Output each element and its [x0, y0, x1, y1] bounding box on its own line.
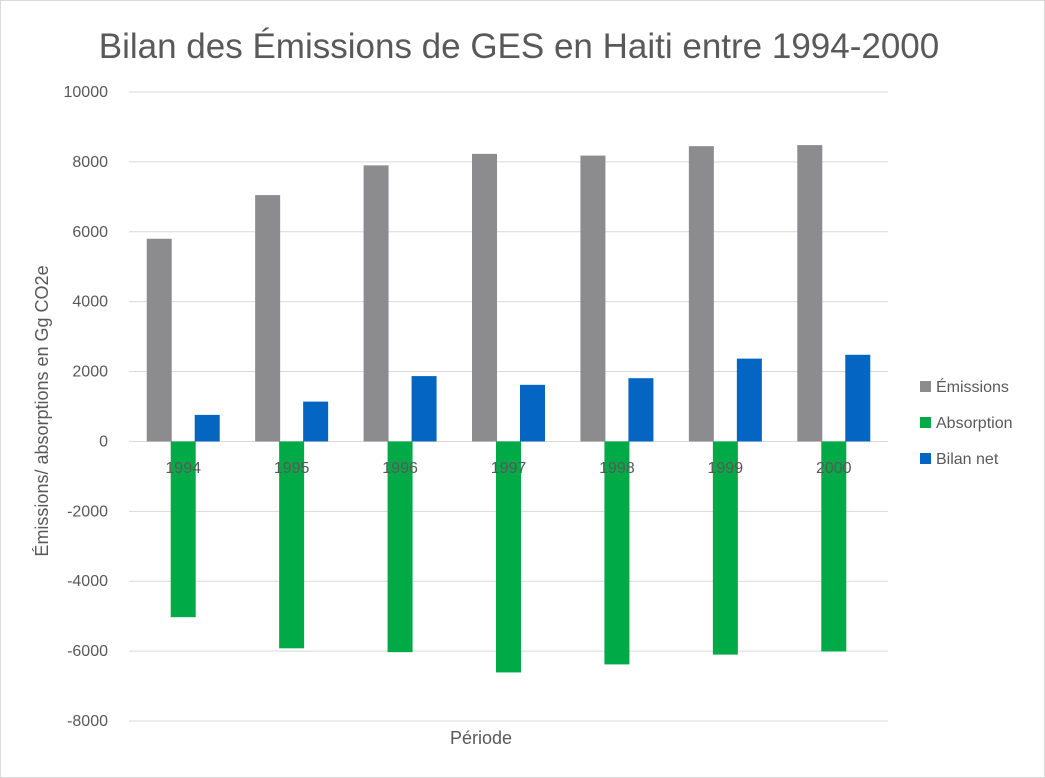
legend-label: Bilan net [936, 451, 999, 468]
legend-label: Absorption [936, 415, 1013, 432]
x-tick-label: 1994 [165, 460, 201, 477]
bar--missions-1996 [363, 165, 389, 442]
x-tick-label: 1995 [274, 460, 310, 477]
x-tick-label: 1996 [382, 460, 418, 477]
bar-absorption-1999 [712, 441, 738, 655]
x-tick-label: 1998 [599, 460, 635, 477]
bar--missions-1994 [146, 238, 172, 442]
legend: Émissions Absorption Bilan net [920, 377, 1013, 468]
bar-bilan-net-1996 [411, 376, 437, 442]
bar--missions-1997 [472, 153, 497, 442]
y-tick-label: 2000 [72, 364, 108, 381]
y-tick-label: 4000 [72, 294, 108, 311]
x-tick-label: 1997 [491, 460, 527, 477]
bars [146, 145, 871, 673]
bar-bilan-net-2000 [845, 354, 871, 442]
chart-title: Bilan des Émissions de GES en Haiti entr… [99, 27, 939, 66]
legend-swatch [920, 453, 931, 464]
bar--missions-1999 [688, 146, 714, 442]
y-tick-label: 6000 [72, 224, 108, 241]
y-tick-label: 0 [99, 433, 108, 450]
x-axis-ticks: 1994 1995 1996 1997 1998 1999 2000 [165, 460, 851, 477]
y-tick-label: -8000 [67, 713, 108, 730]
bar-bilan-net-1994 [194, 414, 220, 442]
x-axis-label: Période [450, 728, 512, 748]
bar-absorption-1996 [387, 441, 413, 653]
legend-swatch [920, 417, 931, 428]
bar-bilan-net-1999 [736, 358, 762, 442]
bar--missions-1995 [255, 195, 281, 442]
bar-bilan-net-1995 [303, 401, 329, 442]
bar--missions-2000 [797, 145, 823, 442]
y-axis-label: Émissions/ absorptions en Gg CO2e [32, 265, 52, 556]
x-tick-label: 2000 [816, 460, 852, 477]
y-axis-ticks: 10000 8000 6000 4000 2000 0 -2000 -4000 -6000 -80… [64, 84, 109, 730]
legend-swatch [920, 381, 931, 392]
bar-bilan-net-1998 [628, 378, 654, 442]
y-tick-label: 8000 [72, 154, 108, 171]
bar-absorption-1995 [279, 441, 305, 649]
bar-absorption-1998 [604, 441, 630, 665]
bar--missions-1998 [580, 155, 606, 442]
y-tick-label: -6000 [67, 643, 108, 660]
bar-absorption-1997 [496, 441, 521, 673]
y-tick-label: 10000 [64, 84, 109, 101]
y-tick-label: -2000 [67, 503, 108, 520]
y-tick-label: -4000 [67, 573, 108, 590]
bar-absorption-1994 [170, 441, 196, 618]
legend-label: Émissions [936, 377, 1009, 396]
bar-bilan-net-1997 [520, 384, 545, 442]
bar-absorption-2000 [821, 441, 847, 652]
x-tick-label: 1999 [708, 460, 744, 477]
